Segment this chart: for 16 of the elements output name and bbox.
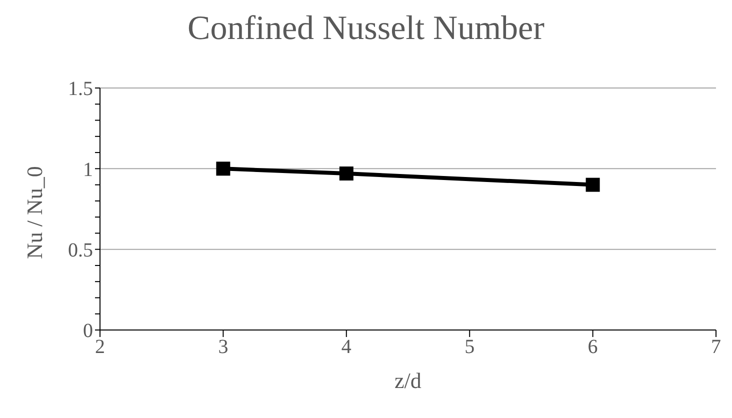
- x-tick-label: 3: [218, 336, 228, 358]
- point: [216, 162, 230, 176]
- x-axis-title: z/d: [394, 368, 422, 393]
- y-tick-label: 0: [83, 320, 93, 342]
- y-axis-title: Nu / Nu_0: [22, 166, 47, 259]
- x-tick-label: 6: [588, 336, 598, 358]
- y-tick-label: 1: [83, 158, 93, 181]
- y-tick-label: 0.5: [68, 239, 93, 262]
- x-tick-label: 5: [464, 336, 475, 358]
- x-tick-label: 2: [95, 336, 105, 358]
- point: [339, 166, 354, 181]
- x-tick-label: 7: [711, 336, 721, 358]
- y-tick-label: 1.5: [68, 78, 93, 100]
- point: [586, 178, 600, 192]
- x-tick-label: 4: [341, 336, 352, 358]
- chart-title: Confined Nusselt Number: [186, 10, 546, 48]
